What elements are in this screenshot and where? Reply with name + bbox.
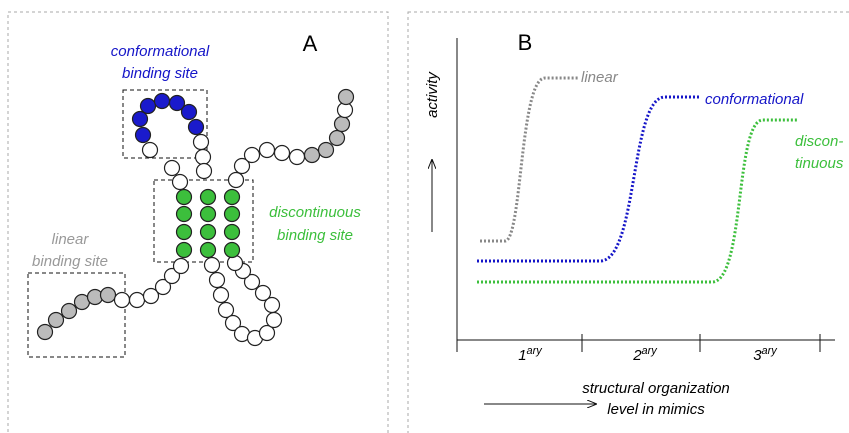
panel-b: B 1ary 2ary 3ary activity structural org… bbox=[424, 30, 844, 418]
bead bbox=[199, 205, 217, 223]
discontinuous-curve bbox=[477, 118, 797, 284]
curve-label: discon- bbox=[795, 133, 843, 150]
bead bbox=[172, 257, 190, 275]
site-label: binding site bbox=[277, 227, 353, 244]
bead bbox=[265, 311, 283, 329]
bead bbox=[317, 141, 335, 159]
bead bbox=[233, 157, 251, 175]
bead bbox=[142, 287, 160, 305]
panel-a: A conformational binding site discontinu… bbox=[27, 31, 361, 358]
bead bbox=[254, 284, 272, 302]
bead bbox=[131, 110, 149, 128]
panel-letter: A bbox=[303, 31, 318, 56]
curve-label: tinuous bbox=[795, 155, 844, 172]
bead bbox=[223, 188, 241, 206]
curve-label: linear bbox=[581, 69, 619, 86]
x-axis-label: structural organization bbox=[582, 380, 730, 397]
linear-box bbox=[27, 272, 126, 358]
bead bbox=[187, 118, 205, 136]
y-axis-label: activity bbox=[424, 71, 441, 118]
bead bbox=[175, 188, 193, 206]
site-label: discontinuous bbox=[269, 204, 361, 221]
discontinuous-box bbox=[153, 179, 254, 263]
bead bbox=[175, 241, 193, 259]
x-tick-label: 1ary bbox=[518, 345, 543, 364]
bead bbox=[194, 148, 212, 166]
site-label: binding site bbox=[32, 253, 108, 270]
bead bbox=[263, 296, 281, 314]
bead bbox=[141, 141, 159, 159]
bead bbox=[303, 146, 321, 164]
bead bbox=[223, 205, 241, 223]
bead bbox=[199, 188, 217, 206]
bead bbox=[47, 311, 65, 329]
curve-label: conformational bbox=[705, 91, 804, 108]
bead bbox=[203, 256, 221, 274]
bead bbox=[258, 141, 276, 159]
bead bbox=[243, 146, 261, 164]
x-tick-label: 2ary bbox=[632, 345, 658, 364]
x-tick-label: 3ary bbox=[753, 345, 778, 364]
bead bbox=[128, 291, 146, 309]
bead bbox=[113, 291, 131, 309]
bead bbox=[134, 126, 152, 144]
bead bbox=[328, 129, 346, 147]
bead bbox=[333, 115, 351, 133]
bead bbox=[223, 241, 241, 259]
bead bbox=[227, 171, 245, 189]
bead bbox=[36, 323, 54, 341]
bead bbox=[212, 286, 230, 304]
site-label: linear bbox=[52, 231, 90, 248]
bead bbox=[175, 205, 193, 223]
x-axis-label: level in mimics bbox=[607, 401, 705, 418]
conformational-box bbox=[122, 89, 208, 159]
linear-curve bbox=[480, 76, 578, 243]
bead bbox=[139, 97, 157, 115]
bead bbox=[223, 223, 241, 241]
bead bbox=[199, 241, 217, 259]
bead bbox=[153, 92, 171, 110]
bead bbox=[217, 301, 235, 319]
bead bbox=[208, 271, 226, 289]
conformational-curve bbox=[477, 95, 700, 263]
bead-chain bbox=[36, 88, 355, 347]
bead bbox=[163, 267, 181, 285]
site-label: binding site bbox=[122, 65, 198, 82]
bead bbox=[154, 278, 172, 296]
bead bbox=[180, 103, 198, 121]
panel-b-frame bbox=[407, 11, 849, 433]
site-label: conformational bbox=[111, 43, 210, 60]
bead bbox=[99, 286, 117, 304]
bead bbox=[199, 223, 217, 241]
bead bbox=[168, 94, 186, 112]
bead bbox=[337, 88, 355, 106]
bead bbox=[288, 148, 306, 166]
bead bbox=[171, 173, 189, 191]
bead bbox=[175, 223, 193, 241]
bead bbox=[60, 302, 78, 320]
bead bbox=[195, 162, 213, 180]
panel-a-frame bbox=[7, 11, 389, 433]
bead bbox=[258, 324, 276, 342]
bead bbox=[243, 273, 261, 291]
panel-letter: B bbox=[518, 30, 533, 55]
bead bbox=[192, 133, 210, 151]
bead bbox=[224, 314, 242, 332]
bead bbox=[273, 144, 291, 162]
bead bbox=[163, 159, 181, 177]
